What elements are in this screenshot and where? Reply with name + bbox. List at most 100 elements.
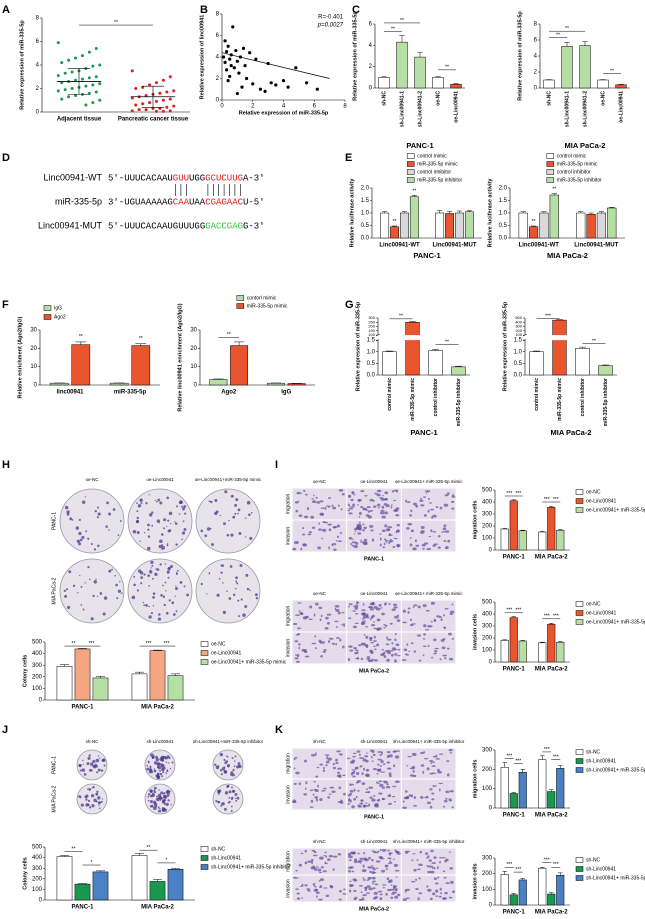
image-column-label: oe-NC [85, 477, 99, 482]
stained-cell [410, 529, 414, 533]
colony [153, 802, 155, 804]
stained-cell [300, 547, 303, 551]
stained-cell [386, 877, 390, 881]
colony [86, 762, 90, 766]
colony [145, 502, 148, 505]
data-point [294, 66, 298, 70]
colony [226, 533, 230, 537]
colony [165, 772, 168, 774]
stained-cell [360, 898, 365, 901]
stained-cell [443, 524, 447, 527]
stained-cell [429, 759, 434, 762]
colony [151, 524, 154, 527]
colony [96, 506, 100, 509]
stained-cell [365, 626, 369, 628]
bar [598, 365, 613, 376]
stained-cell [427, 509, 430, 513]
stained-cell [298, 643, 301, 646]
stained-cell [448, 748, 453, 752]
colony [245, 573, 249, 577]
stained-cell [383, 502, 388, 506]
stained-cell [388, 881, 391, 883]
stained-cell [318, 880, 321, 882]
legend-swatch [575, 610, 584, 616]
stained-cell [335, 608, 340, 613]
stained-cell [353, 898, 357, 901]
stained-cell [312, 793, 315, 796]
colony [158, 613, 161, 616]
stained-cell [389, 622, 393, 625]
data-point [67, 58, 71, 62]
colony [165, 611, 169, 615]
stained-cell [407, 755, 412, 758]
data-point [240, 85, 244, 89]
stained-cell [319, 878, 324, 881]
stained-cell [349, 884, 354, 887]
y-tick-label: 0 [36, 110, 40, 116]
colony [78, 764, 82, 768]
stained-cell [321, 537, 324, 540]
colony [156, 519, 161, 523]
stained-cell [369, 796, 373, 799]
data-point [225, 50, 229, 54]
stained-cell [433, 877, 438, 880]
stained-cell [349, 799, 352, 803]
significance-label: *** [553, 497, 559, 503]
legend-swatch [406, 169, 415, 175]
stained-cell [303, 489, 306, 493]
stained-cell [393, 537, 398, 540]
colony [228, 519, 230, 522]
colony [208, 571, 211, 574]
colony [223, 758, 226, 762]
data-point [63, 71, 67, 75]
bar [509, 894, 518, 906]
y-tick-label: 500 [32, 845, 43, 851]
legend-label: sh-Linc00941 [211, 855, 241, 861]
stained-cell [392, 545, 396, 548]
stained-cell [301, 533, 306, 536]
stained-cell [437, 546, 441, 549]
colony [183, 585, 186, 588]
stained-cell [431, 798, 435, 801]
stained-cell [393, 750, 397, 753]
x-tick-label: miR-335-5p inhibitor [603, 378, 609, 426]
x-tick-label: sh-NC [381, 91, 387, 106]
colony [163, 795, 167, 799]
stained-cell [328, 793, 332, 795]
colony [143, 532, 146, 534]
data-point [223, 60, 227, 64]
stained-cell [311, 498, 315, 500]
stained-cell [439, 887, 442, 891]
legend-swatch [575, 498, 584, 504]
data-point [80, 77, 84, 81]
legend-label: oe-Linc00941 [211, 650, 242, 656]
stained-cell [372, 505, 377, 508]
y-tick-label: 200 [368, 324, 375, 329]
significance-label: ** [532, 219, 536, 225]
colony [153, 761, 158, 765]
stained-cell [348, 859, 352, 862]
stained-cell [312, 494, 315, 497]
stained-cell [451, 603, 454, 606]
data-point [148, 83, 152, 87]
colony [168, 566, 171, 570]
stained-cell [374, 804, 377, 808]
image-column-label: oe-Linc00941 [360, 591, 388, 596]
stained-cell [303, 649, 308, 652]
x-axis-label: MIA PaCa-2 [547, 251, 588, 260]
colony [234, 755, 237, 758]
stained-cell [298, 863, 303, 867]
stained-cell [393, 863, 399, 867]
y-tick-label: 2.0 [499, 186, 508, 192]
colony [175, 585, 177, 587]
stained-cell [420, 504, 425, 507]
stained-cell [369, 638, 373, 642]
stained-cell [381, 649, 385, 651]
stained-cell [306, 507, 310, 511]
colony [78, 518, 81, 521]
data-point [56, 74, 60, 78]
stained-cell [320, 614, 323, 618]
stained-cell [319, 856, 324, 860]
stained-cell [348, 797, 351, 801]
stained-cell [324, 861, 327, 864]
